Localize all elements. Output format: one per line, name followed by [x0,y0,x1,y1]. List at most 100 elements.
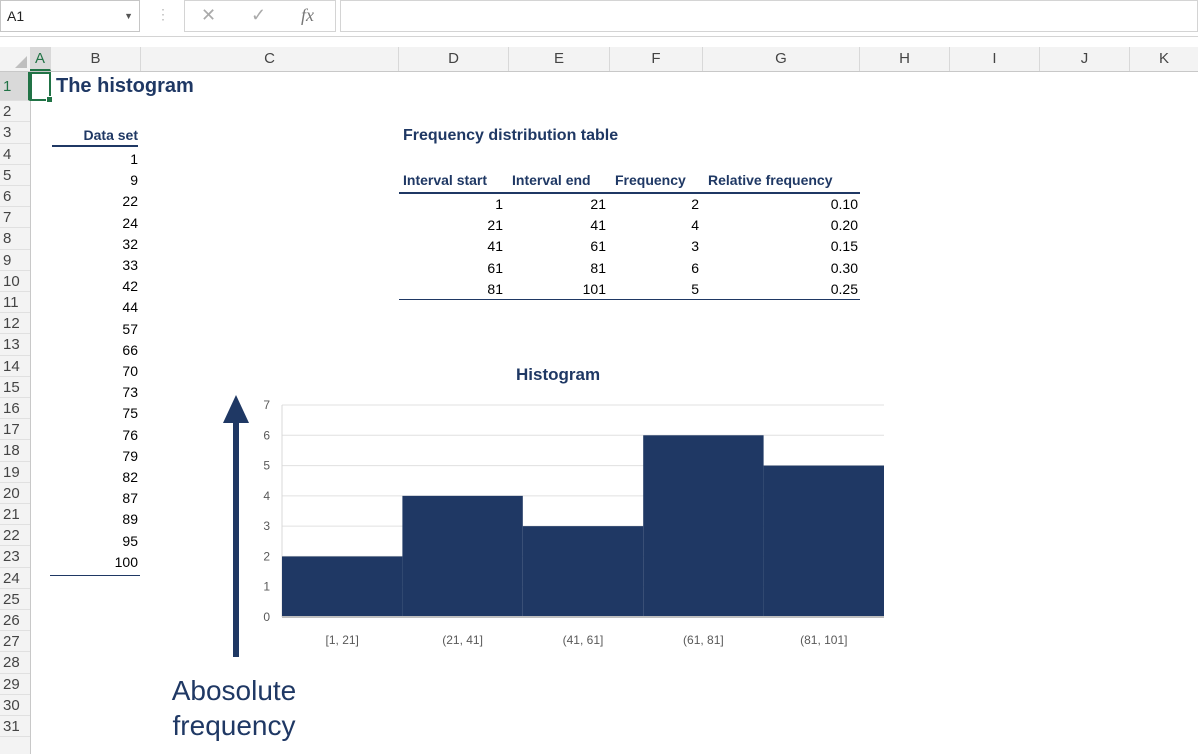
column-header-j[interactable]: J [1040,47,1130,71]
table-cell[interactable]: 0.10 [830,196,858,212]
data-set-value[interactable]: 87 [122,490,138,507]
table-cell[interactable]: 61 [487,259,503,276]
table-cell[interactable]: 41 [590,217,606,234]
column-header-d[interactable]: D [399,47,509,71]
active-cell-a1[interactable] [30,72,53,103]
row-header-18[interactable]: 18 [0,440,30,462]
data-set-value[interactable]: 75 [122,405,138,422]
y-tick-label: 7 [263,398,270,412]
row-header-3[interactable]: 3 [0,122,30,144]
data-set-value[interactable]: 66 [122,341,138,358]
row-header-14[interactable]: 14 [0,356,30,377]
row-header-21[interactable]: 21 [0,504,30,526]
data-set-value[interactable]: 82 [122,469,138,485]
table-cell[interactable]: 0.25 [830,280,858,297]
row-header-7[interactable]: 7 [0,207,30,229]
data-set-value[interactable]: 57 [122,320,138,337]
histogram-chart[interactable]: 0 1 2 3 4 5 6 7 [1, 21] (21, 41] (41, 61] (61, 81] (… [250,390,900,660]
row-header-23[interactable]: 23 [0,546,30,568]
data-set-value[interactable]: 22 [122,193,138,210]
column-header-h[interactable]: H [860,47,950,71]
row-header-8[interactable]: 8 [0,228,30,250]
column-header-k[interactable]: K [1158,50,1169,67]
histogram-bar[interactable] [282,556,403,617]
row-header-17[interactable]: 17 [0,419,30,441]
row-header-2[interactable]: 2 [0,101,30,123]
name-box[interactable]: A1 ▼ [0,0,140,32]
row-header-19[interactable]: 19 [0,462,30,483]
row-header-31[interactable]: 31 [0,716,30,738]
table-cell[interactable]: 5 [691,280,699,297]
row-header-1[interactable]: 1 [0,72,30,101]
data-set-value[interactable]: 33 [122,257,138,273]
close-icon[interactable]: ✕ [201,5,217,25]
data-set-value[interactable]: 42 [122,278,138,295]
checkmark-icon[interactable]: ✓ [251,5,267,25]
histogram-bar[interactable] [522,526,644,617]
table-cell[interactable]: 21 [590,196,606,212]
data-set-value[interactable]: 24 [122,214,138,231]
function-icon[interactable]: fx [301,5,314,25]
table-cell[interactable]: 81 [487,280,503,297]
row-header-6[interactable]: 6 [0,186,30,208]
data-set-value[interactable]: 32 [122,235,138,252]
row-header-27[interactable]: 27 [0,631,30,653]
row-header-11[interactable]: 11 [0,292,30,314]
data-set-value[interactable]: 76 [122,426,138,443]
row-header-20[interactable]: 20 [0,483,30,504]
table-cell[interactable]: 81 [590,259,606,276]
row-header-5[interactable]: 5 [0,165,30,186]
row-header-29[interactable]: 29 [0,674,30,695]
column-header-b[interactable]: B [51,47,141,71]
column-header-a[interactable]: A [30,47,51,71]
chevron-down-icon[interactable]: ▼ [124,11,133,21]
table-cell[interactable]: 1 [495,196,503,212]
data-set-value[interactable]: 100 [114,553,138,570]
row-header-9[interactable]: 9 [0,250,30,271]
row-header-24[interactable]: 24 [0,568,30,589]
table-cell[interactable]: 0.20 [830,217,858,234]
table-cell[interactable]: 61 [590,238,606,255]
row-header-25[interactable]: 25 [0,589,30,610]
column-header-g[interactable]: G [703,47,860,71]
data-set-value[interactable]: 70 [122,363,138,379]
column-header-e[interactable]: E [509,47,610,71]
histogram-bar[interactable] [643,435,764,617]
data-set-value[interactable]: 79 [122,447,138,464]
data-set-value[interactable]: 1 [130,151,138,167]
sheet-title: The histogram [56,75,194,97]
select-all-corner[interactable] [0,47,31,71]
table-cell[interactable]: 41 [487,238,503,255]
table-cell[interactable]: 4 [691,217,699,234]
row-header-4[interactable]: 4 [0,144,30,165]
data-set-value[interactable]: 9 [130,172,138,189]
column-header-i[interactable]: I [950,47,1040,71]
row-header-30[interactable]: 30 [0,695,30,716]
table-cell[interactable]: 0.15 [830,238,858,255]
data-set-value[interactable]: 95 [122,532,138,549]
column-header-c[interactable]: C [141,47,399,71]
histogram-bar[interactable] [763,465,884,617]
drag-handle-icon[interactable]: ⋮ [156,6,170,22]
table-cell[interactable]: 2 [691,196,699,212]
column-headers: A B C D E F G H I J K [0,47,1198,72]
row-header-26[interactable]: 26 [0,610,30,632]
formula-input[interactable] [340,0,1198,32]
row-header-10[interactable]: 10 [0,271,30,292]
row-header-15[interactable]: 15 [0,377,30,398]
table-cell[interactable]: 6 [691,259,699,276]
row-header-16[interactable]: 16 [0,398,30,420]
table-cell[interactable]: 21 [487,217,503,234]
table-cell[interactable]: 3 [691,238,699,255]
table-cell[interactable]: 0.30 [830,259,858,276]
column-header-f[interactable]: F [610,47,703,71]
histogram-bar[interactable] [402,495,523,617]
table-cell[interactable]: 101 [582,280,606,297]
row-header-22[interactable]: 22 [0,525,30,547]
row-header-28[interactable]: 28 [0,652,30,674]
row-header-13[interactable]: 13 [0,334,30,356]
data-set-value[interactable]: 44 [122,299,138,316]
data-set-value[interactable]: 73 [122,384,138,401]
row-header-12[interactable]: 12 [0,313,30,335]
data-set-value[interactable]: 89 [122,511,138,528]
